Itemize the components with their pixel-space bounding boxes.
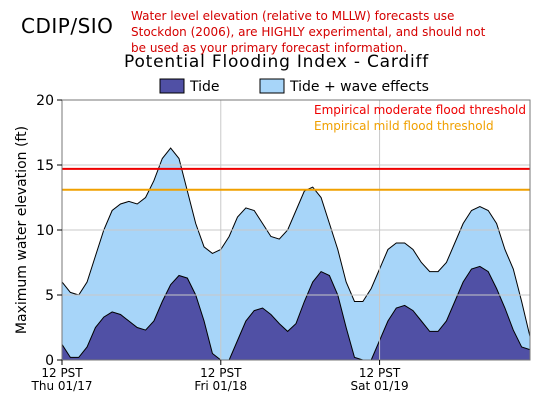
disclaimer: Water level elevation (relative to MLLW)… xyxy=(131,8,531,56)
legend-swatch xyxy=(159,78,185,94)
y-tick-label: 5 xyxy=(45,288,54,304)
y-tick-label: 15 xyxy=(36,158,54,174)
chart-title: Potential Flooding Index - Cardiff xyxy=(124,52,430,72)
y-tick-label: 20 xyxy=(36,93,54,109)
legend-label: Tide xyxy=(189,79,220,95)
disclaimer-line: be used as your primary forecast informa… xyxy=(131,41,407,55)
legend-swatch xyxy=(259,78,285,94)
disclaimer-line: Water level elevation (relative to MLLW)… xyxy=(131,9,455,23)
legend-label: Tide + wave effects xyxy=(289,79,429,95)
series-area xyxy=(62,266,530,360)
disclaimer-line: Stockdon (2006), are HIGHLY experimental… xyxy=(131,25,486,39)
series-line xyxy=(62,265,530,360)
y-axis-label: Maximum water elevation (ft) xyxy=(14,126,30,334)
threshold-label: Empirical mild flood threshold xyxy=(314,119,494,133)
series-line xyxy=(62,147,530,337)
x-tick-label: Fri 01/18 xyxy=(194,379,247,393)
x-tick-label: Thu 01/17 xyxy=(31,379,93,393)
x-tick-label: 12 PST xyxy=(41,366,83,380)
x-tick-label: 12 PST xyxy=(359,366,401,380)
x-tick-label: Sat 01/19 xyxy=(351,379,409,393)
threshold-label: Empirical moderate flood threshold xyxy=(314,103,526,117)
y-tick-label: 10 xyxy=(36,223,54,239)
x-tick-label: 12 PST xyxy=(200,366,242,380)
brand-logo-text: CDIP/SIO xyxy=(21,14,114,38)
y-tick-label: 0 xyxy=(45,353,54,369)
